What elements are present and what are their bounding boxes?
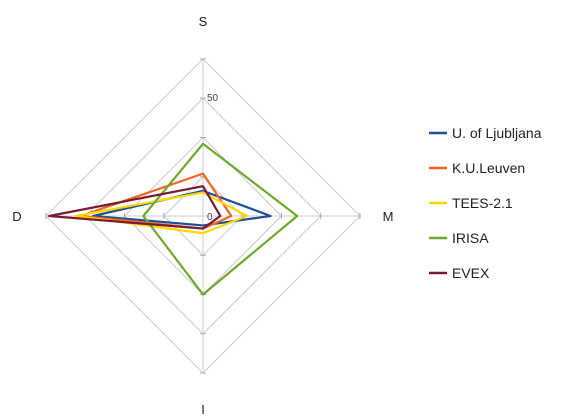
legend-label-1: K.U.Leuven bbox=[452, 160, 525, 176]
axis-label-d: D bbox=[12, 209, 21, 224]
axis-label-s: S bbox=[199, 14, 208, 29]
legend-label-4: EVEX bbox=[452, 265, 490, 281]
radar-series bbox=[48, 142, 299, 296]
legend-label-3: IRISA bbox=[452, 230, 489, 246]
axis-label-i: I bbox=[201, 402, 205, 417]
tick-label-50: 50 bbox=[207, 93, 219, 104]
legend: U. of Ljubljana K.U.Leuven TEES-2.1 IRISA EV… bbox=[429, 125, 542, 281]
series-4 bbox=[48, 185, 222, 230]
series-2 bbox=[74, 191, 249, 235]
tick-label-0: 0 bbox=[207, 212, 213, 223]
series-0 bbox=[91, 189, 272, 227]
legend-label-2: TEES-2.1 bbox=[452, 195, 513, 211]
axis-label-m: M bbox=[383, 209, 394, 224]
series-3 bbox=[142, 142, 299, 296]
legend-label-0: U. of Ljubljana bbox=[452, 125, 542, 141]
radar-labels: S M I D 0 50 bbox=[12, 14, 393, 417]
